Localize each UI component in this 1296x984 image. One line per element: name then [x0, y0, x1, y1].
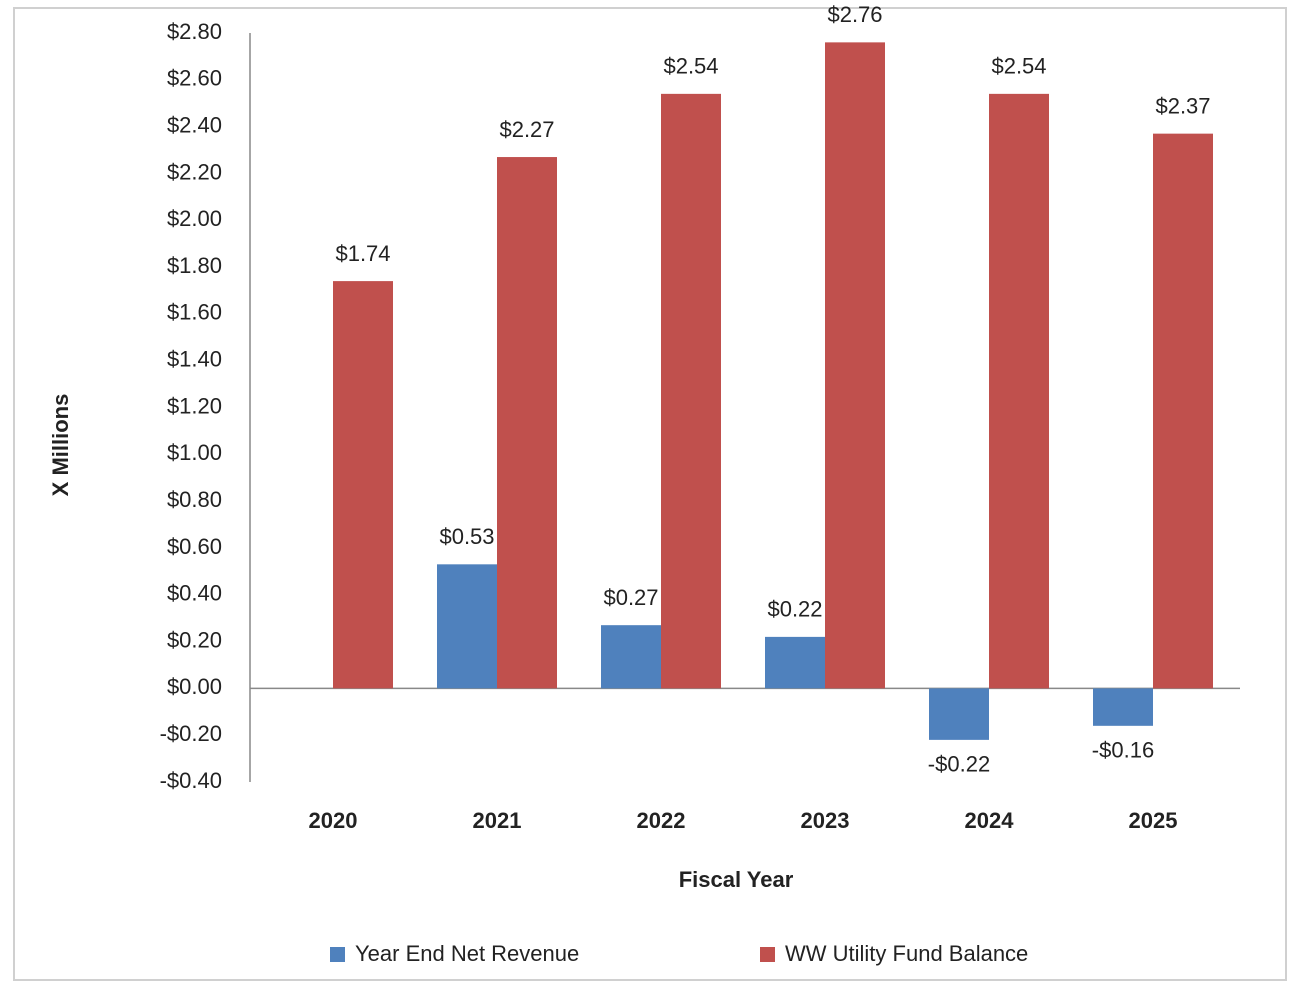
- chart-frame: [13, 7, 1287, 981]
- x-tick-label: 2024: [965, 808, 1015, 833]
- data-label: $2.27: [499, 117, 554, 142]
- bar: [1153, 133, 1213, 689]
- y-tick-label: -$0.40: [160, 768, 222, 793]
- y-tick-label: $2.40: [167, 112, 222, 137]
- y-tick-label: $2.80: [167, 19, 222, 44]
- data-label: $0.53: [439, 524, 494, 549]
- y-tick-label: $1.40: [167, 347, 222, 372]
- y-tick-label: $0.60: [167, 534, 222, 559]
- x-tick-label: 2022: [637, 808, 686, 833]
- bar: [765, 636, 825, 689]
- bar: [989, 93, 1049, 689]
- bar: [437, 564, 497, 689]
- y-tick-label: $1.60: [167, 300, 222, 325]
- y-tick-label: $0.00: [167, 674, 222, 699]
- data-label: $0.22: [767, 597, 822, 622]
- data-label: $2.54: [991, 54, 1046, 79]
- legend-label: Year End Net Revenue: [355, 941, 579, 966]
- data-label: -$0.22: [928, 752, 990, 777]
- y-tick-label: -$0.20: [160, 721, 222, 746]
- data-label: $2.54: [663, 54, 718, 79]
- y-tick-label: $2.60: [167, 66, 222, 91]
- y-tick-label: $1.00: [167, 440, 222, 465]
- legend-swatch: [760, 947, 775, 962]
- bar: [825, 42, 885, 689]
- bar: [497, 157, 557, 689]
- x-tick-label: 2020: [309, 808, 358, 833]
- bar: [1093, 688, 1153, 726]
- legend-swatch: [330, 947, 345, 962]
- y-tick-label: $2.20: [167, 159, 222, 184]
- data-label: $2.76: [827, 2, 882, 27]
- legend-label: WW Utility Fund Balance: [785, 941, 1028, 966]
- x-tick-label: 2021: [473, 808, 522, 833]
- data-label: $1.74: [335, 241, 390, 266]
- bar: [929, 688, 989, 740]
- data-label: $0.27: [603, 585, 658, 610]
- bar: [601, 625, 661, 689]
- x-axis-title: Fiscal Year: [679, 867, 794, 892]
- bar: [661, 93, 721, 689]
- x-tick-label: 2023: [801, 808, 850, 833]
- y-tick-label: $0.20: [167, 627, 222, 652]
- y-tick-label: $2.00: [167, 206, 222, 231]
- y-tick-label: $1.20: [167, 393, 222, 418]
- y-axis-title: X Millions: [48, 394, 73, 497]
- data-label: $2.37: [1155, 93, 1210, 118]
- data-label: -$0.16: [1092, 738, 1154, 763]
- bar: [333, 281, 393, 689]
- y-tick-label: $0.80: [167, 487, 222, 512]
- y-tick-label: $0.40: [167, 581, 222, 606]
- x-tick-label: 2025: [1129, 808, 1178, 833]
- y-tick-label: $1.80: [167, 253, 222, 278]
